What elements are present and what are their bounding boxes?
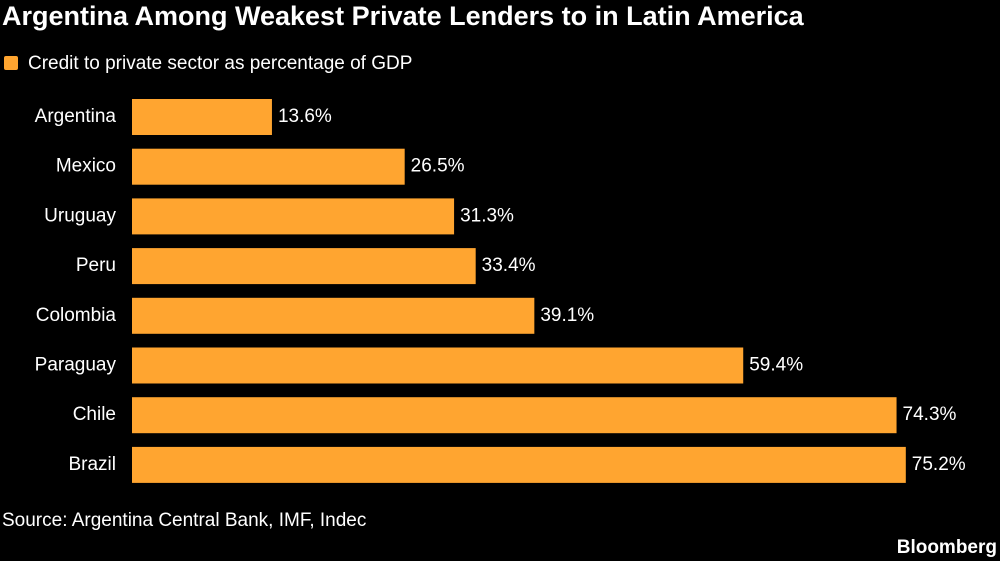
legend-swatch: [4, 56, 18, 70]
chart-title: Argentina Among Weakest Private Lenders …: [2, 1, 805, 31]
value-label: 59.4%: [749, 355, 803, 376]
bar: [132, 148, 405, 185]
bar: [132, 99, 272, 135]
y-tick-label: Argentina: [35, 106, 117, 127]
y-tick-label: Peru: [76, 255, 116, 276]
y-tick-label: Uruguay: [44, 205, 116, 226]
bar: [132, 446, 906, 483]
value-label: 74.3%: [903, 404, 957, 425]
legend-label: Credit to private sector as percentage o…: [28, 53, 412, 74]
bar: [132, 198, 455, 235]
value-label: 13.6%: [278, 106, 332, 127]
y-tick-label: Chile: [73, 404, 116, 425]
bar: [132, 297, 535, 334]
y-tick-label: Paraguay: [35, 355, 117, 376]
bar: [132, 347, 744, 384]
y-tick-label: Brazil: [68, 454, 116, 475]
value-label: 33.4%: [482, 255, 536, 276]
value-label: 75.2%: [912, 454, 966, 475]
bar: [132, 248, 476, 285]
y-tick-label: Mexico: [56, 156, 116, 177]
y-tick-label: Colombia: [36, 305, 117, 326]
bar: [132, 397, 897, 434]
value-label: 31.3%: [460, 205, 514, 226]
value-label: 26.5%: [411, 156, 465, 177]
source: Source: Argentina Central Bank, IMF, Ind…: [2, 510, 366, 531]
value-label: 39.1%: [540, 305, 594, 326]
credit: Bloomberg: [897, 537, 997, 558]
